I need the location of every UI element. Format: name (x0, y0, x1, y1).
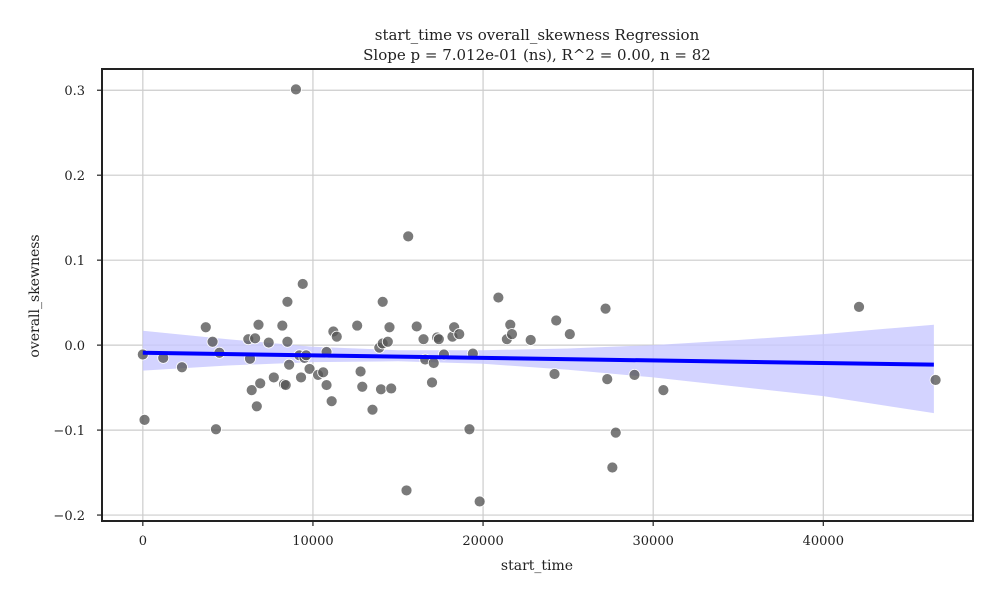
y-axis-label: overall_skewness (27, 234, 43, 357)
plot-frame (101, 68, 974, 522)
data-point (267, 371, 280, 384)
data-point (199, 321, 212, 334)
data-point (210, 423, 222, 436)
data-point (402, 230, 415, 243)
data-point (463, 423, 476, 436)
y-tick-label: 0.3 (64, 84, 85, 99)
data-point (276, 319, 289, 332)
y-tick-label: 0.2 (64, 169, 85, 184)
y-tick-label: 0.1 (64, 254, 85, 269)
data-point (417, 333, 430, 346)
regression-line (142, 350, 934, 367)
data-point (351, 319, 364, 332)
y-tick-label: 0.0 (64, 339, 85, 354)
data-point (303, 363, 316, 375)
data-point (252, 318, 265, 331)
data-point (281, 295, 294, 308)
data-point (383, 321, 396, 334)
y-axis-ticks: −0.2 −0.1 0.0 0.1 0.2 0.3 (53, 84, 102, 524)
x-axis-label: start_time (501, 558, 573, 574)
chart-subtitle: Slope p = 7.012e-01 (ns), R^2 = 0.00, n … (363, 46, 711, 64)
grid-lines (102, 69, 973, 521)
data-point (295, 371, 307, 384)
confidence-band (142, 324, 934, 414)
data-point (492, 291, 505, 304)
data-point (853, 300, 865, 313)
data-point (296, 278, 309, 290)
data-point (599, 302, 612, 315)
data-point (548, 368, 561, 380)
data-point (176, 361, 188, 374)
data-point (385, 382, 398, 395)
data-point (138, 413, 151, 426)
data-point (410, 320, 423, 333)
data-point (283, 358, 296, 371)
data-point (206, 335, 219, 348)
data-point (279, 379, 292, 391)
x-tick-label: 10000 (292, 534, 333, 549)
data-points-layer (136, 83, 942, 508)
data-point (609, 426, 622, 439)
data-point (929, 374, 942, 386)
data-point (453, 328, 466, 340)
data-point (325, 395, 338, 408)
data-point (628, 368, 641, 381)
regression-line-layer (142, 350, 934, 367)
x-tick-label: 30000 (633, 534, 674, 549)
data-point (563, 328, 576, 340)
data-point (250, 400, 263, 413)
data-point (245, 384, 258, 397)
data-point (473, 495, 486, 508)
data-point (254, 377, 267, 390)
data-point (249, 332, 262, 345)
y-tick-label: −0.1 (53, 424, 85, 439)
data-point (356, 380, 369, 393)
data-point (262, 336, 275, 349)
data-point (330, 330, 343, 343)
data-point (400, 484, 413, 497)
data-point (606, 461, 619, 474)
data-point (281, 335, 294, 348)
x-tick-label: 20000 (462, 534, 503, 549)
data-point (506, 328, 518, 340)
data-point (657, 384, 670, 397)
x-axis-ticks: 0 10000 20000 30000 40000 (139, 521, 844, 549)
confidence-band-layer (142, 324, 934, 414)
data-point (601, 373, 614, 386)
data-point (320, 379, 333, 391)
data-point (376, 295, 389, 308)
chart-title: start_time vs overall_skewness Regressio… (375, 26, 700, 44)
data-point (426, 376, 438, 389)
data-point (524, 334, 537, 346)
data-point (550, 314, 563, 327)
x-tick-label: 0 (139, 534, 147, 549)
data-point (290, 83, 302, 96)
data-point (375, 383, 387, 396)
x-tick-label: 40000 (803, 534, 844, 549)
y-tick-label: −0.2 (53, 509, 85, 524)
data-point (381, 335, 394, 348)
data-point (366, 403, 379, 416)
data-point (354, 365, 367, 378)
data-point (317, 366, 330, 379)
data-point (432, 333, 445, 346)
